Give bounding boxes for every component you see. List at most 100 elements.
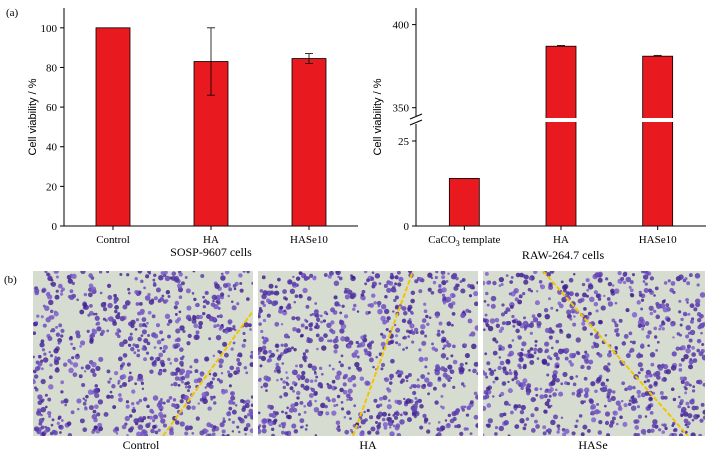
cell [227, 372, 233, 378]
cell [132, 343, 136, 347]
cell [380, 315, 386, 322]
cell [285, 305, 291, 310]
cell [47, 410, 52, 416]
cell [276, 378, 279, 382]
cell [366, 408, 370, 413]
cell [60, 328, 65, 333]
cell [325, 411, 330, 416]
cell [465, 427, 469, 431]
cell [700, 331, 703, 335]
cell [60, 334, 64, 338]
cell [291, 369, 297, 375]
cell [174, 376, 180, 381]
cell [459, 362, 464, 367]
cell [547, 389, 552, 394]
cell [162, 423, 168, 428]
cell [572, 382, 577, 387]
cell [405, 346, 409, 350]
cell [192, 314, 196, 319]
cell [290, 346, 294, 350]
cell [623, 334, 629, 339]
cell [152, 424, 157, 430]
cell [505, 358, 511, 364]
cell [585, 294, 590, 298]
cell [56, 421, 60, 425]
cell [412, 384, 417, 389]
cell [309, 327, 313, 332]
cell [606, 392, 611, 397]
cell [473, 391, 478, 396]
cell [593, 301, 599, 307]
cell [441, 330, 445, 334]
cell [310, 387, 316, 393]
cell [586, 288, 590, 292]
cell [543, 308, 549, 313]
cell [655, 314, 661, 320]
cell [623, 271, 628, 276]
cell [678, 363, 683, 367]
cell [305, 424, 309, 427]
cell [373, 301, 377, 305]
cell [400, 378, 406, 383]
cell [693, 307, 698, 312]
cell [437, 376, 442, 381]
cell [184, 425, 190, 431]
cell [271, 300, 277, 307]
cell [683, 353, 689, 360]
cell [121, 374, 127, 380]
cell [331, 329, 336, 335]
cell [238, 353, 243, 358]
cell [569, 352, 575, 359]
cell [486, 361, 491, 366]
micrograph-caption-hase: HASe [578, 438, 607, 452]
cell [587, 311, 592, 316]
cell [37, 400, 43, 406]
cell [332, 338, 338, 344]
cell [282, 289, 287, 295]
cell [564, 356, 569, 361]
cell [412, 390, 417, 396]
cell [502, 412, 507, 417]
cell [603, 404, 607, 408]
cell [395, 341, 399, 345]
cell [548, 297, 551, 301]
cell [81, 383, 86, 388]
cell [644, 321, 650, 326]
cell [367, 303, 371, 307]
cell [121, 424, 127, 430]
cell [414, 396, 418, 400]
cell [234, 328, 237, 332]
cell [281, 410, 284, 414]
cell-layer [258, 271, 478, 436]
cell [113, 300, 117, 304]
cell [593, 290, 598, 295]
cell [268, 420, 274, 427]
cell [534, 300, 540, 306]
cell [173, 305, 178, 310]
cell [228, 418, 231, 421]
cell [299, 400, 304, 405]
cell [420, 278, 425, 283]
cell [680, 414, 684, 418]
cell [324, 404, 328, 409]
cell [702, 415, 705, 420]
cell [271, 427, 275, 431]
cell [555, 388, 558, 392]
cell [687, 331, 691, 335]
cell [383, 308, 390, 315]
cell [529, 347, 534, 351]
cell [159, 346, 163, 350]
cell [381, 334, 387, 339]
cell [313, 370, 317, 374]
cell [45, 317, 51, 323]
cell [614, 323, 619, 328]
cell [216, 377, 221, 382]
cell [487, 325, 494, 332]
cell [117, 334, 121, 339]
cell [59, 292, 64, 296]
cell [230, 300, 234, 304]
cell [44, 393, 48, 397]
cell [436, 332, 441, 337]
cell [216, 323, 220, 327]
cell [34, 288, 40, 294]
